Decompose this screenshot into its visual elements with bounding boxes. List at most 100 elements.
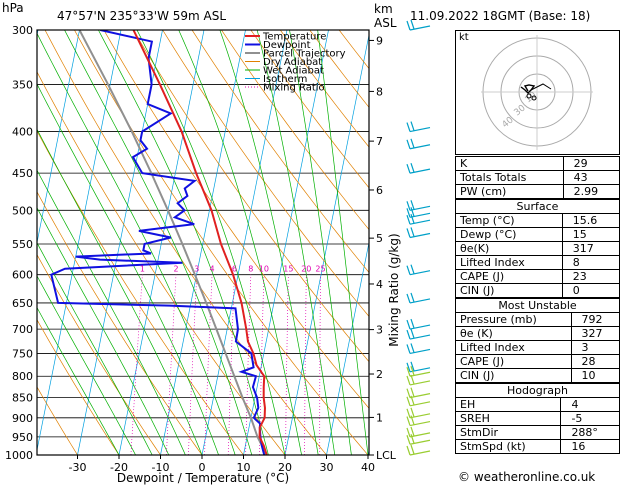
chart-date: 11.09.2022 18GMT (Base: 18) <box>410 9 591 23</box>
mixing-ratio-line <box>304 274 307 455</box>
wind-barb <box>409 393 431 399</box>
index-value: 0 <box>561 283 621 298</box>
wind-barb <box>409 380 431 386</box>
wind-barb-flag <box>406 344 411 354</box>
wind-barb-flag <box>410 444 415 455</box>
mixing-ratio-tick: 1 <box>140 265 145 274</box>
index-key: CIN (J) <box>455 368 572 383</box>
index-key: Dewp (°C) <box>455 227 563 242</box>
km-tick: 8 <box>376 85 383 98</box>
wind-barb-flag <box>406 367 411 377</box>
km-tick: 3 <box>376 324 383 337</box>
dry-adiabat-line <box>191 30 369 273</box>
mixing-ratio-tick: 3 <box>194 265 199 274</box>
dewpoint-line <box>50 30 266 455</box>
wet-adiabat-line <box>219 30 319 455</box>
mixing-ratio-tick: 20 <box>301 265 311 274</box>
wind-barb-flag <box>406 435 411 445</box>
wet-adiabat-line <box>136 30 286 455</box>
pressure-tick: 350 <box>12 78 33 91</box>
hodo-storm-motion <box>531 95 537 101</box>
wind-barb-flag <box>406 265 411 275</box>
wind-barb-flag <box>406 427 411 438</box>
wet-adiabat-line <box>289 30 352 455</box>
isotherm-line <box>326 240 369 455</box>
wet-adiabat-line <box>37 32 236 455</box>
wind-barb <box>409 212 431 218</box>
wind-barb-flag <box>406 319 411 330</box>
legend-item: Dewpoint <box>263 40 311 51</box>
wind-barb-flag <box>406 445 411 456</box>
wind-barb <box>409 450 431 456</box>
wind-barb-flag <box>410 121 415 131</box>
dry-adiabat-line <box>44 30 327 455</box>
wet-adiabat-line <box>64 30 253 455</box>
wind-barbs <box>406 19 431 456</box>
wind-barb <box>409 334 431 340</box>
mixing-ratio-tick: 4 <box>210 265 215 274</box>
index-key: θe (K) <box>455 326 572 341</box>
temp-tick: 0 <box>199 461 206 474</box>
index-value: 4 <box>560 397 620 412</box>
km-tick: 1 <box>376 411 383 424</box>
section-title: Most Unstable <box>455 298 620 313</box>
index-value: 16 <box>560 439 620 454</box>
isotherm-line <box>201 30 288 455</box>
pressure-tick: 550 <box>12 238 33 251</box>
wind-barb-flag <box>406 416 411 426</box>
wind-barb-flag <box>410 361 415 371</box>
wind-barb-flag <box>410 318 415 329</box>
legend-item: Parcel Trajectory <box>263 49 346 60</box>
pressure-tick: 650 <box>12 297 33 310</box>
wind-barb-flag <box>410 207 415 217</box>
mixing-ratio-tick: 8 <box>248 265 253 274</box>
wet-adiabat-line <box>256 30 336 455</box>
wet-adiabat-line <box>37 128 203 455</box>
pressure-tick: 300 <box>12 24 33 37</box>
wet-adiabat-line <box>178 30 302 455</box>
index-value: 327 <box>570 326 620 341</box>
mixing-ratio-label: Mixing Ratio (g/kg) <box>387 233 401 346</box>
wind-barb-flag <box>410 328 415 339</box>
wind-barb-flag <box>406 139 411 149</box>
dry-adiabat-line <box>221 30 369 231</box>
legend-item: Mixing Ratio <box>263 83 325 94</box>
km-tick: 9 <box>376 34 383 47</box>
pressure-tick: 850 <box>12 392 33 405</box>
wind-barb <box>409 401 431 407</box>
index-value: 10 <box>570 368 620 383</box>
pressure-tick: 400 <box>12 126 33 139</box>
dry-adiabat-line <box>37 191 203 455</box>
dry-adiabat-line <box>279 30 369 148</box>
dry-adiabat-line <box>250 30 369 189</box>
temperature-line <box>132 30 268 455</box>
dry-adiabat-line <box>103 30 369 409</box>
pressure-tick: 750 <box>12 347 33 360</box>
index-key: CAPE (J) <box>455 354 572 369</box>
wind-barb-flag <box>410 227 415 237</box>
isotherm-line <box>284 33 369 455</box>
wind-barb-flag <box>410 434 415 444</box>
temp-tick: 10 <box>237 461 251 474</box>
wind-barb <box>409 432 431 438</box>
wind-barb <box>409 270 431 276</box>
plot-lines <box>37 30 369 455</box>
wind-barb-flag <box>410 395 415 406</box>
wind-barb-flag <box>406 362 411 372</box>
index-value: 2.99 <box>562 184 621 199</box>
pressure-tick: 950 <box>12 431 33 444</box>
hodograph: kt 40 30 10 <box>455 30 620 155</box>
index-value: 29 <box>562 156 621 171</box>
wind-barb <box>409 168 431 174</box>
index-row: K 29 <box>455 156 621 171</box>
wind-barb-flag <box>406 293 411 304</box>
indices-hodograph: Hodograph EH 4 SREH -5 StmDir 288° StmSpd (… <box>454 383 620 454</box>
mixing-ratio-line <box>204 274 213 455</box>
wet-adiabat-line <box>317 30 369 455</box>
dry-adiabat-line <box>37 254 161 455</box>
index-value: 15.6 <box>561 213 621 228</box>
wind-barb-flag <box>410 264 415 274</box>
km-tick: LCL <box>376 449 397 462</box>
